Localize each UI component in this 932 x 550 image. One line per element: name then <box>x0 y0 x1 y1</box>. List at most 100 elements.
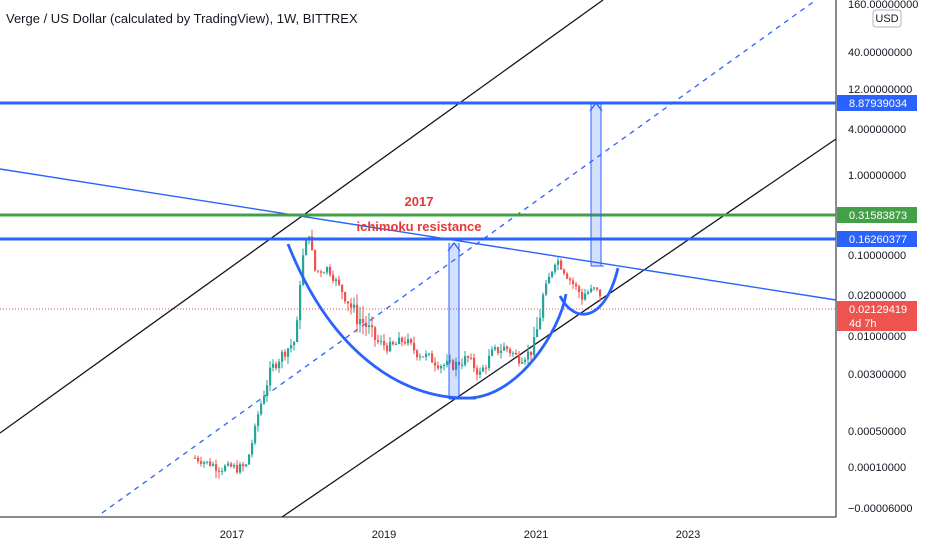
candle <box>488 355 491 368</box>
candle <box>578 286 581 293</box>
price-badge: 8.87939034 <box>837 95 917 111</box>
candle <box>551 271 554 277</box>
price-badge-bg <box>837 231 917 247</box>
candle <box>437 365 440 369</box>
candle <box>230 463 233 467</box>
candle <box>473 357 476 369</box>
y-tick-label: 12.00000000 <box>848 84 912 96</box>
candle <box>482 367 485 372</box>
candle <box>284 351 287 357</box>
candle <box>425 353 428 357</box>
price-axis-panel <box>837 0 932 550</box>
annotation-text: ichimoku resistance <box>357 219 482 234</box>
candle <box>302 255 305 285</box>
candle <box>527 351 530 360</box>
candle <box>584 293 587 300</box>
chart-title: Verge / US Dollar (calculated by Trading… <box>6 11 358 26</box>
x-tick-label: 2023 <box>676 529 700 541</box>
candle <box>203 462 206 464</box>
candle <box>353 304 356 308</box>
candle <box>269 367 272 386</box>
y-tick-label: 0.00050000 <box>848 426 906 438</box>
candle <box>326 266 329 273</box>
candle <box>224 465 227 471</box>
y-tick-label: 0.00010000 <box>848 462 906 474</box>
candle <box>335 279 338 281</box>
candle <box>410 339 413 343</box>
candle <box>548 276 551 284</box>
candle <box>281 351 284 362</box>
x-tick-label: 2021 <box>524 529 548 541</box>
channel-mid-dashed-line <box>101 0 817 514</box>
candle <box>404 341 407 344</box>
candle <box>545 283 548 295</box>
candle <box>422 356 425 358</box>
candle <box>239 464 242 473</box>
y-tick-label: 40.00000000 <box>848 47 912 59</box>
candle <box>293 342 296 346</box>
candle <box>569 278 572 281</box>
candle <box>206 461 209 463</box>
candle <box>554 264 557 272</box>
y-tick-label: 0.10000000 <box>848 250 906 262</box>
candle <box>566 273 569 279</box>
candle <box>467 356 470 358</box>
y-tick-label: 1.00000000 <box>848 170 906 182</box>
candle <box>338 279 341 285</box>
candle <box>251 443 254 455</box>
y-tick-label: 160.00000000 <box>848 0 918 11</box>
candle <box>599 289 602 297</box>
candle <box>533 337 536 356</box>
candle <box>254 425 257 444</box>
candle <box>245 464 248 467</box>
candle <box>257 414 260 426</box>
candle <box>368 325 371 327</box>
candles <box>194 229 602 479</box>
candle <box>557 260 560 265</box>
candle <box>596 287 599 290</box>
candle <box>593 287 596 289</box>
price-badge-value: 0.31583873 <box>849 210 907 222</box>
candle <box>518 354 521 364</box>
candle <box>362 318 365 323</box>
candle <box>542 294 545 318</box>
candle <box>407 339 410 344</box>
price-badge-bg <box>837 95 917 111</box>
candle <box>218 470 221 472</box>
candle <box>431 353 434 363</box>
candle <box>428 353 431 355</box>
price-badge-value: 0.02129419 <box>849 304 907 316</box>
candle <box>329 266 332 275</box>
price-badge-value: 0.16260377 <box>849 234 907 246</box>
candle <box>380 341 383 343</box>
projection-arrow-left <box>447 241 461 399</box>
candle <box>581 292 584 300</box>
candle <box>479 371 482 375</box>
candle <box>320 271 323 273</box>
candle <box>221 470 224 472</box>
candle <box>344 292 347 302</box>
y-tick-label: −0.00006000 <box>848 503 913 515</box>
candle <box>278 361 281 369</box>
candle <box>260 403 263 415</box>
y-tick-label: 0.00300000 <box>848 369 906 381</box>
candle <box>515 352 518 355</box>
candle <box>587 292 590 294</box>
candle <box>383 341 386 346</box>
candle <box>416 350 419 358</box>
candle <box>287 348 290 357</box>
y-tick-label: 0.02000000 <box>848 290 906 302</box>
candle <box>506 346 509 350</box>
candle <box>332 274 335 281</box>
candle <box>503 346 506 351</box>
candle <box>236 464 239 473</box>
price-badge-bg <box>837 207 917 223</box>
candle <box>359 318 362 325</box>
candle <box>509 349 512 354</box>
candle <box>521 362 524 364</box>
candle <box>470 357 473 359</box>
candle <box>341 284 344 293</box>
candle <box>386 345 389 352</box>
candle <box>413 342 416 351</box>
